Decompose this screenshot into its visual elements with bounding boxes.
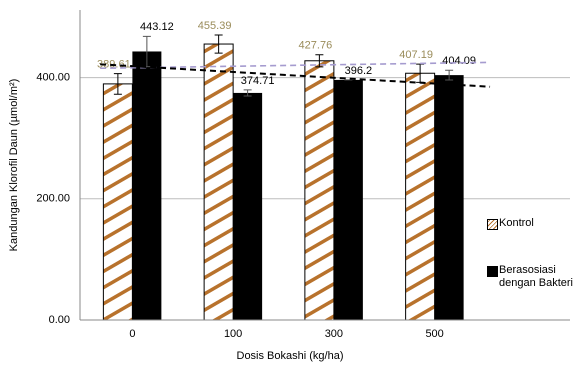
- x-axis-title: Dosis Bokashi (kg/ha): [237, 350, 344, 362]
- value-label: 396.2: [345, 65, 373, 77]
- value-label: 443.12: [140, 21, 174, 33]
- bar: [103, 84, 132, 320]
- x-tick-label: 300: [325, 328, 343, 340]
- legend-label: Kontrol: [499, 217, 584, 230]
- bar: [204, 44, 233, 320]
- legend-swatch: [487, 219, 498, 230]
- x-tick-label: 500: [425, 328, 443, 340]
- x-tick-label: 100: [224, 328, 242, 340]
- chart-wrap: Dosis Bokashi (kg/ha) Kandungan Klorofil…: [0, 0, 585, 369]
- value-label: 374.71: [241, 75, 275, 87]
- y-tick-label: 0.00: [49, 314, 70, 326]
- chart: Dosis Bokashi (kg/ha) Kandungan Klorofil…: [0, 0, 585, 369]
- y-tick-label: 400.00: [36, 72, 70, 84]
- value-label: 404.09: [442, 55, 476, 67]
- value-label: 427.76: [299, 40, 333, 52]
- bar: [305, 61, 334, 320]
- value-label: 407.19: [399, 49, 433, 61]
- bar: [406, 73, 435, 320]
- bar: [233, 93, 262, 320]
- legend-label: Berasosiasi dengan Bakteri: [499, 264, 584, 290]
- bar: [132, 51, 161, 320]
- y-axis-title: Kandungan Klorofil Daun (µmol/m²): [8, 79, 20, 252]
- value-label: 455.39: [198, 20, 232, 32]
- bar: [334, 80, 363, 320]
- y-tick-label: 200.00: [36, 193, 70, 205]
- x-tick-label: 0: [129, 328, 135, 340]
- legend-swatch: [487, 266, 498, 277]
- bar: [435, 75, 464, 320]
